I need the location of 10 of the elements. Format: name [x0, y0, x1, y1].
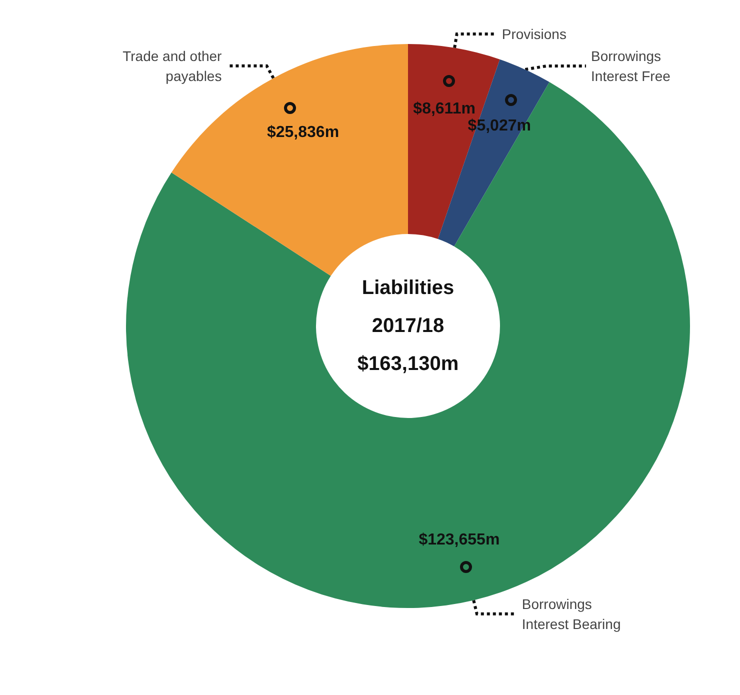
text: Liabilities [362, 277, 454, 299]
slice-label: Trade and other payables [122, 48, 222, 84]
slice-label: Provisions [502, 26, 566, 42]
text: $163,130m [357, 353, 459, 375]
data-label: $123,655m [418, 531, 500, 548]
data-label: $8,611m [413, 100, 476, 118]
text: 2017/18 [372, 315, 444, 337]
data-label: $25,836m [266, 124, 340, 142]
slice-label: Borrowings Interest Bearing [522, 596, 621, 632]
slice-label: Borrowings Interest Free [591, 48, 671, 84]
